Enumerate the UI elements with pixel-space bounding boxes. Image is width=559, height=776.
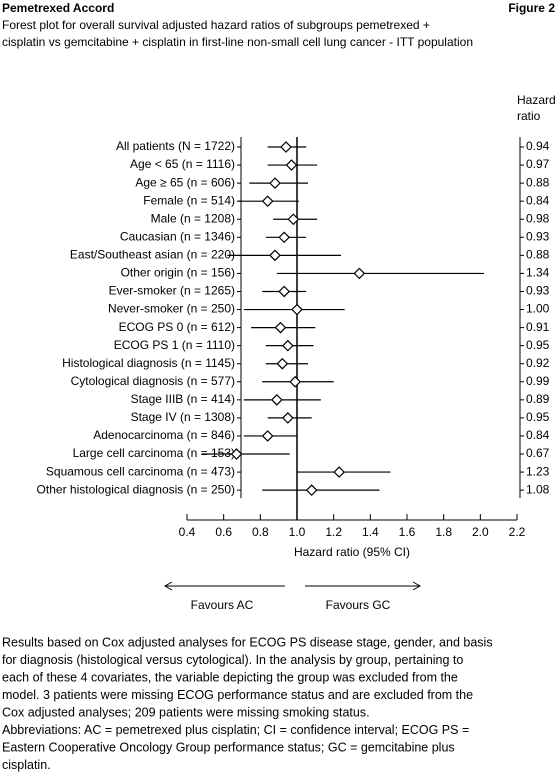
chart-title: cisplatin vs gemcitabine + cisplatin in … <box>2 35 473 49</box>
estimate-marker <box>269 177 281 189</box>
footnote: cisplatin. <box>2 758 51 772</box>
x-tick-label: 2.0 <box>472 525 489 539</box>
value-label: 0.92 <box>526 356 550 370</box>
row-label: Female (n = 514) <box>143 193 235 207</box>
footnote: Cox adjusted analyses; 209 patients were… <box>2 705 370 719</box>
estimate-marker <box>276 357 289 370</box>
row-label: Stage IIIB (n = 414) <box>131 392 235 406</box>
row-label: Stage IV (n = 1308) <box>131 410 235 424</box>
x-tick-label: 0.4 <box>179 525 196 539</box>
estimate-marker <box>291 303 303 316</box>
estimate-marker <box>274 321 287 334</box>
estimate-marker <box>289 375 302 388</box>
footnote: for diagnosis (histological versus cytol… <box>2 653 463 667</box>
favours-label: Favours GC <box>326 598 391 612</box>
row-label: Histological diagnosis (n = 1145) <box>62 356 235 370</box>
value-label: 0.89 <box>526 392 550 406</box>
value-label: 0.91 <box>526 320 550 334</box>
estimate-marker <box>270 393 283 406</box>
arrow-right <box>305 581 422 591</box>
value-label: 0.93 <box>526 229 550 243</box>
estimate-marker <box>353 267 366 280</box>
estimate-marker <box>281 339 294 352</box>
value-label: 0.88 <box>526 248 550 262</box>
footnote: each of these 4 covariates, the variable… <box>2 670 458 684</box>
x-tick-label: 1.0 <box>289 525 306 539</box>
value-label: 0.84 <box>526 193 550 207</box>
row-label: Squamous cell carcinoma (n = 473) <box>46 464 235 478</box>
footnote: model. 3 patients were missing ECOG perf… <box>2 688 473 702</box>
chart-title: Forest plot for overall survival adjuste… <box>2 18 430 32</box>
estimate-marker <box>280 141 292 153</box>
row-label: ECOG PS 1 (n = 1110) <box>114 338 235 352</box>
estimate-marker <box>261 430 274 442</box>
row-label: Male (n = 1208) <box>151 211 235 225</box>
figure-label: Figure 2 <box>508 1 555 15</box>
x-tick-label: 0.8 <box>252 525 269 539</box>
x-tick-label: 1.6 <box>399 525 416 539</box>
value-label: 0.98 <box>526 211 550 225</box>
value-label: 0.99 <box>526 374 550 388</box>
value-label: 1.08 <box>526 482 550 496</box>
estimate-marker <box>287 213 300 226</box>
footnote: Eastern Cooperative Oncology Group perfo… <box>2 740 455 754</box>
value-label: 1.00 <box>526 302 550 316</box>
column-header: Hazard <box>517 93 556 107</box>
footnote: Results based on Cox adjusted analyses f… <box>2 635 493 649</box>
row-label: East/Southeast asian (n = 220) <box>70 248 235 262</box>
estimate-marker <box>278 231 291 244</box>
row-label: Cytological diagnosis (n = 577) <box>71 374 235 388</box>
row-label: Never-smoker (n = 250) <box>108 302 235 316</box>
column-header: ratio <box>517 109 541 123</box>
value-label: 0.84 <box>526 428 550 442</box>
value-label: 0.97 <box>526 157 550 171</box>
value-label: 0.94 <box>526 139 550 153</box>
page-title: Pemetrexed Accord <box>2 1 114 15</box>
value-label: 0.88 <box>526 175 550 189</box>
x-axis-label: Hazard ratio (95% CI) <box>294 545 410 559</box>
row-label: Large cell carcinoma (n = 153) <box>73 446 235 460</box>
x-tick-label: 1.8 <box>435 525 452 539</box>
row-label: Age ≥ 65 (n = 606) <box>135 175 235 189</box>
estimate-marker <box>230 448 243 460</box>
estimate-marker <box>305 484 318 496</box>
estimate-marker <box>261 195 274 208</box>
row-label: Adenocarcinoma (n = 846) <box>93 428 235 442</box>
value-label: 0.67 <box>526 446 550 460</box>
row-label: Ever-smoker (n = 1265) <box>109 284 235 298</box>
x-tick-label: 1.4 <box>362 525 379 539</box>
estimate-marker <box>278 285 291 298</box>
row-label: Other histological diagnosis (n = 250) <box>37 482 235 496</box>
value-label: 0.95 <box>526 338 550 352</box>
row-label: ECOG PS 0 (n = 612) <box>119 320 235 334</box>
x-tick-label: 2.2 <box>509 525 526 539</box>
estimate-marker <box>285 159 298 171</box>
value-label: 0.95 <box>526 410 550 424</box>
value-label: 1.23 <box>526 464 550 478</box>
estimate-marker <box>333 466 346 478</box>
row-label: All patients (N = 1722) <box>116 139 235 153</box>
footnote: Abbreviations: AC = pemetrexed plus cisp… <box>2 723 469 737</box>
favours-label: Favours AC <box>191 598 254 612</box>
x-tick-label: 0.6 <box>215 525 232 539</box>
row-label: Age < 65 (n = 1116) <box>130 157 235 171</box>
estimate-marker <box>281 412 294 424</box>
row-label: Other origin (n = 156) <box>121 266 235 280</box>
x-tick-label: 1.2 <box>325 525 342 539</box>
value-label: 1.34 <box>526 266 550 280</box>
arrow-left <box>163 581 285 591</box>
row-label: Caucasian (n = 1346) <box>120 229 235 243</box>
value-label: 0.93 <box>526 284 550 298</box>
estimate-marker <box>269 249 281 262</box>
